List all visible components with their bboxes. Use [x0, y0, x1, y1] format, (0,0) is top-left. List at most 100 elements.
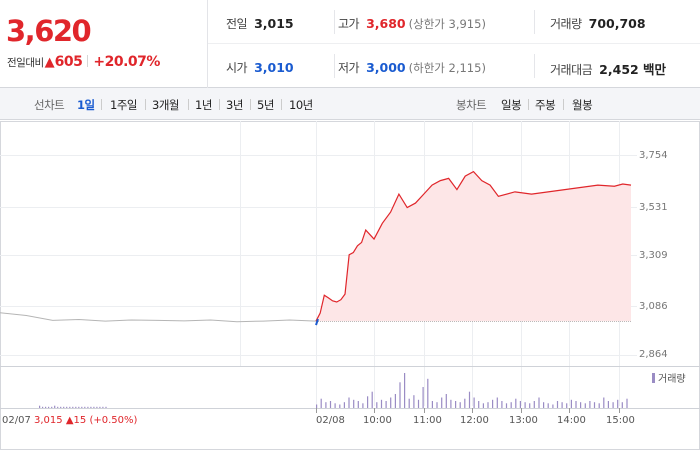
period-monthly-candle[interactable]: 월봉 [572, 98, 593, 112]
volume-bar [105, 406, 107, 408]
volume-bar [367, 396, 369, 408]
volume-bar [487, 402, 489, 408]
volume-bar [441, 397, 443, 408]
volume-bar [515, 398, 517, 408]
period-weekly-candle[interactable]: 주봉 [535, 98, 556, 112]
stat-label: 고가 [338, 17, 360, 31]
volume-bar [48, 406, 50, 408]
volume-bar [529, 403, 531, 408]
stat-value: 3,680 [366, 16, 406, 31]
price-panel: 3,620 전일대비▲605 +20.07% [0, 0, 208, 88]
stat-trade-value: 거래대금 2,452 백만 [550, 59, 666, 78]
chart-period-bar: 선차트 1일 1주일 3개월 1년 3년 5년 10년 봉차트 일봉 주봉 월봉 [0, 88, 700, 120]
volume-bar [334, 403, 336, 408]
volume-bar [468, 391, 471, 408]
divider [145, 99, 146, 110]
period-3y[interactable]: 3년 [226, 98, 243, 112]
stat-value: 3,015 [254, 16, 294, 31]
volume-bar [329, 401, 332, 408]
volume-bar [325, 402, 327, 408]
stat-prev-close: 전일 3,015 [226, 15, 294, 32]
volume-bar [626, 398, 628, 408]
divider [281, 99, 282, 110]
price-stats: 전일 3,015 고가 3,680 (상한가 3,915) 거래량 700,708 시가… [208, 0, 700, 88]
volume-bar [566, 403, 568, 408]
volume-bar [362, 403, 364, 408]
volume-bar [84, 406, 86, 408]
divider [534, 54, 535, 78]
change-rate: +20.07% [93, 54, 160, 70]
divider [334, 10, 335, 34]
period-1d[interactable]: 1일 [77, 98, 95, 112]
volume-bar [612, 402, 614, 408]
volume-bar [607, 401, 609, 408]
stock-summary-header: 3,620 전일대비▲605 +20.07% 전일 3,015 고가 3,680 (상한… [0, 0, 700, 88]
volume-bar [547, 403, 549, 408]
price-chart: 3,754 3,531 3,309 3,086 2,864 거래량 02/07 … [0, 121, 700, 450]
volume-bar [385, 401, 387, 408]
stats-row-2: 시가 3,010 저가 3,000 (하한가 2,115) 거래대금 2,452 백만 [208, 44, 700, 88]
stat-low: 저가 3,000 (하한가 2,115) [338, 59, 486, 76]
volume-bar [533, 401, 535, 408]
volume-bar [96, 406, 98, 408]
stat-volume: 거래량 700,708 [550, 15, 646, 32]
x-tick-label: 10:00 [363, 415, 392, 426]
volume-bar [45, 406, 47, 408]
volume-bar [455, 401, 457, 408]
volume-bar [561, 402, 563, 408]
volume-bar [90, 406, 92, 408]
volume-legend: 거래량 [652, 370, 686, 385]
prev-day-line [0, 312, 317, 323]
volume-bar [343, 402, 345, 408]
divider [334, 54, 335, 78]
volume-bar [51, 406, 53, 408]
up-arrow-icon: ▲ [44, 55, 55, 70]
volume-swatch [652, 373, 655, 383]
y-tick-label: 3,754 [639, 150, 668, 161]
volume-bar [492, 399, 494, 408]
divider [101, 99, 102, 110]
divider [250, 99, 251, 110]
y-tick-label: 2,864 [639, 349, 668, 360]
volume-bar [99, 406, 101, 408]
volume-bar [496, 397, 498, 408]
divider [188, 99, 189, 110]
stat-value: 3,010 [254, 60, 294, 75]
volume-bar [54, 405, 56, 408]
volume-bar [316, 404, 318, 408]
current-price: 3,620 [6, 14, 92, 48]
volume-bar [69, 406, 71, 408]
stat-high: 고가 3,680 (상한가 3,915) [338, 15, 486, 32]
volume-bar [524, 402, 526, 408]
stat-label: 전일 [226, 17, 248, 31]
volume-bar [39, 405, 41, 408]
volume-bar [552, 404, 554, 408]
volume-bar [348, 397, 350, 408]
volume-bar [570, 399, 572, 408]
volume-bar [575, 401, 577, 408]
volume-bar [589, 401, 591, 408]
y-tick-label: 3,531 [639, 202, 668, 213]
volume-bar [617, 399, 619, 408]
volume-bar [505, 403, 508, 408]
volume-bar [459, 402, 461, 408]
volume-bar [87, 406, 89, 408]
volume-bar [473, 397, 475, 408]
period-daily-candle[interactable]: 일봉 [501, 98, 522, 112]
period-3m[interactable]: 3개월 [152, 98, 179, 112]
volume-bar [357, 401, 359, 408]
x-tick-label: 02/08 [316, 415, 345, 426]
volume-bar [580, 402, 582, 408]
period-5y[interactable]: 5년 [257, 98, 274, 112]
stat-label: 거래량 [550, 17, 582, 31]
volume-bar [436, 402, 438, 408]
volume-bar [478, 401, 480, 408]
divider [219, 99, 220, 110]
period-1y[interactable]: 1년 [195, 98, 212, 112]
volume-bar [556, 401, 559, 408]
period-1w[interactable]: 1주일 [110, 98, 137, 112]
stat-value: 700,708 [588, 16, 646, 31]
change-amount: 605 [54, 54, 83, 70]
price-area [316, 171, 631, 322]
period-10y[interactable]: 10년 [289, 98, 313, 112]
